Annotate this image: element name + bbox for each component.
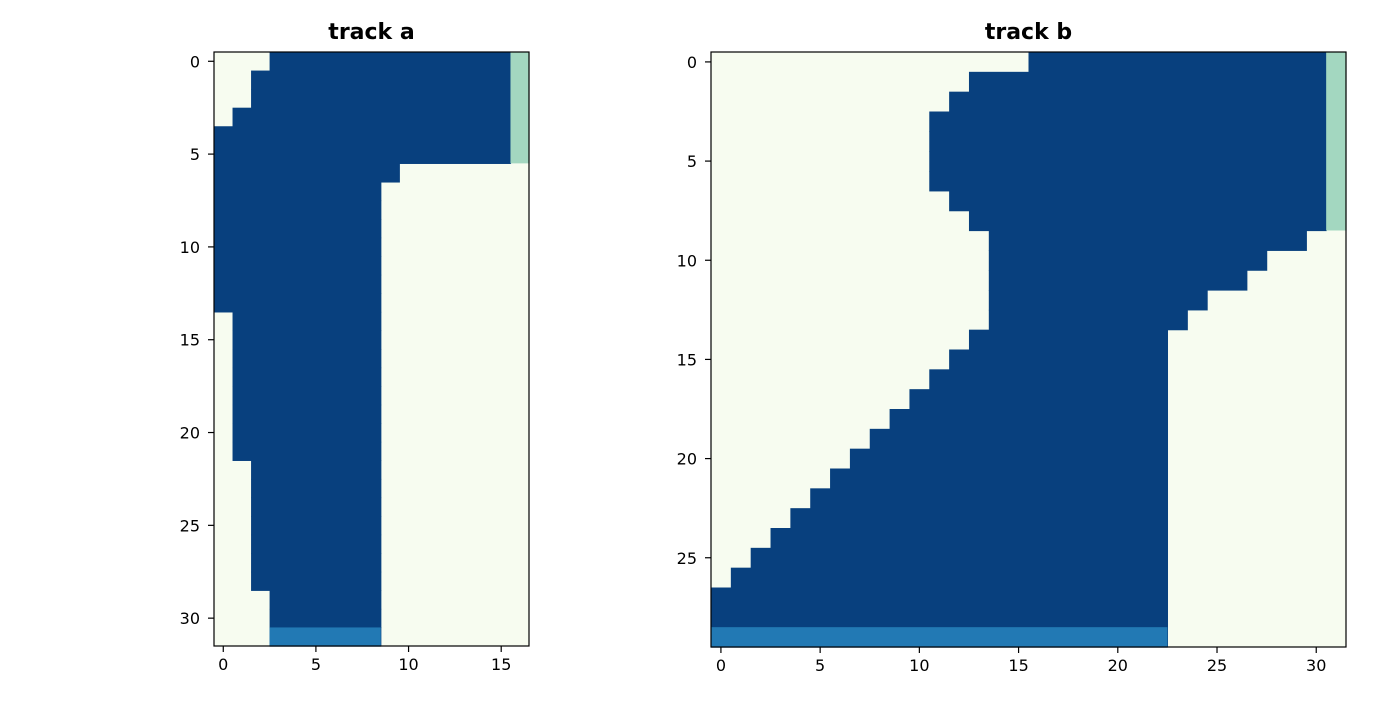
track-cells-row-28 [711,607,1169,628]
track-cells-row-16 [929,369,1169,390]
track-cells-row-20 [232,423,382,443]
track-cells-row-25 [750,547,1169,569]
track-cells-row-30 [269,608,382,629]
x-tick-label: 20 [1108,656,1128,675]
track-cells-row-13 [988,309,1188,331]
y-tick-label: 20 [677,450,697,469]
x-tick-label: 15 [1008,656,1028,675]
track-cells-row-18 [232,386,382,406]
track-cells-row-23 [790,508,1169,529]
track-cells-row-26 [730,567,1169,589]
track-cells-row-29 [269,590,382,610]
track-cells-row-6 [214,163,400,183]
x-tick-label: 5 [815,656,825,675]
track-cells-row-14 [232,311,382,332]
start-cells-0 [510,52,530,164]
y-tick-label: 30 [180,609,200,628]
track-cells-row-12 [214,274,382,294]
track-cells-row-11 [988,270,1248,291]
x-tick-label: 5 [311,655,321,674]
track-cells-row-7 [949,190,1327,212]
track-cells-row-9 [214,219,382,239]
track-cells-row-14 [968,329,1169,351]
end-cells-0 [269,627,381,647]
track-cells-row-10 [988,250,1268,271]
track-cells-row-2 [949,91,1327,113]
track-cells-row-22 [251,460,382,480]
track-cells-row-27 [251,553,382,573]
track-cells-row-20 [849,448,1169,470]
track-cells-row-18 [889,409,1169,430]
axes-frame [710,51,1347,648]
y-tick-label: 15 [677,350,697,369]
axes-frame [213,51,530,647]
track-cells-row-4 [929,131,1327,152]
track-cells-row-0 [1028,52,1327,73]
y-tick-label: 20 [180,424,200,443]
track-cells-row-21 [830,468,1169,489]
y-tick-label: 5 [687,152,697,171]
track-cells-row-13 [214,293,382,313]
x-tick-label: 10 [909,656,929,675]
track-cells-row-23 [251,478,382,499]
y-tick-label: 0 [190,52,200,71]
track-cells-row-19 [232,404,382,424]
y-tick-label: 15 [180,331,200,350]
y-tick-label: 5 [190,145,200,164]
track-cells-row-0 [269,52,512,72]
panel-title-a: track a [328,20,414,45]
track-cells-row-19 [869,428,1169,450]
track-cells-row-15 [949,349,1169,370]
end-cells-0 [711,627,1168,648]
track-cells-row-24 [770,528,1169,549]
track-cells-row-1 [968,71,1327,93]
track-cells-row-21 [232,441,382,461]
track-cells-row-7 [214,181,382,202]
track-cells-row-28 [251,571,382,591]
track-cells-row-5 [214,144,512,164]
track-cells-row-27 [711,587,1169,608]
track-cells-row-3 [232,107,512,127]
y-tick-label: 10 [677,251,697,270]
track-cells-row-15 [232,330,382,350]
track-cells-row-2 [251,89,512,109]
track-cells-row-3 [929,111,1327,132]
x-tick-label: 10 [398,655,418,674]
track-cells-row-9 [988,230,1307,251]
panel-track-a: track a 0 5 10 15 0 5 10 15 20 25 30 [180,20,530,674]
track-cells-row-1 [251,70,512,90]
track-cells-row-4 [214,126,512,146]
track-cells-row-6 [929,171,1327,192]
track-cells-row-12 [988,290,1208,311]
y-tick-label: 25 [180,516,200,535]
x-tick-label: 30 [1306,656,1326,675]
track-cells-row-24 [251,497,382,517]
track-cells-row-10 [214,237,382,257]
track-cells-row-5 [929,151,1327,172]
track-cells-row-22 [810,488,1169,509]
x-tick-label: 15 [491,655,511,674]
track-cells-row-8 [214,200,382,220]
track-cells-row-16 [232,349,382,369]
panel-track-b: track b 0 5 10 15 20 25 30 0 5 10 15 20 25 [677,20,1347,675]
panel-title-b: track b [985,20,1072,45]
x-tick-label: 0 [218,655,228,674]
track-cells-row-8 [968,210,1327,232]
y-tick-label: 0 [687,53,697,72]
track-cells-row-17 [909,389,1169,410]
track-cells-row-11 [214,256,382,276]
track-cells-row-17 [232,367,382,387]
track-cells-row-25 [251,516,382,536]
start-cells-0 [1326,52,1347,231]
x-tick-label: 0 [716,656,726,675]
y-tick-label: 25 [677,549,697,568]
y-tick-label: 10 [180,238,200,257]
x-tick-label: 25 [1207,656,1227,675]
track-cells-row-26 [251,534,382,554]
